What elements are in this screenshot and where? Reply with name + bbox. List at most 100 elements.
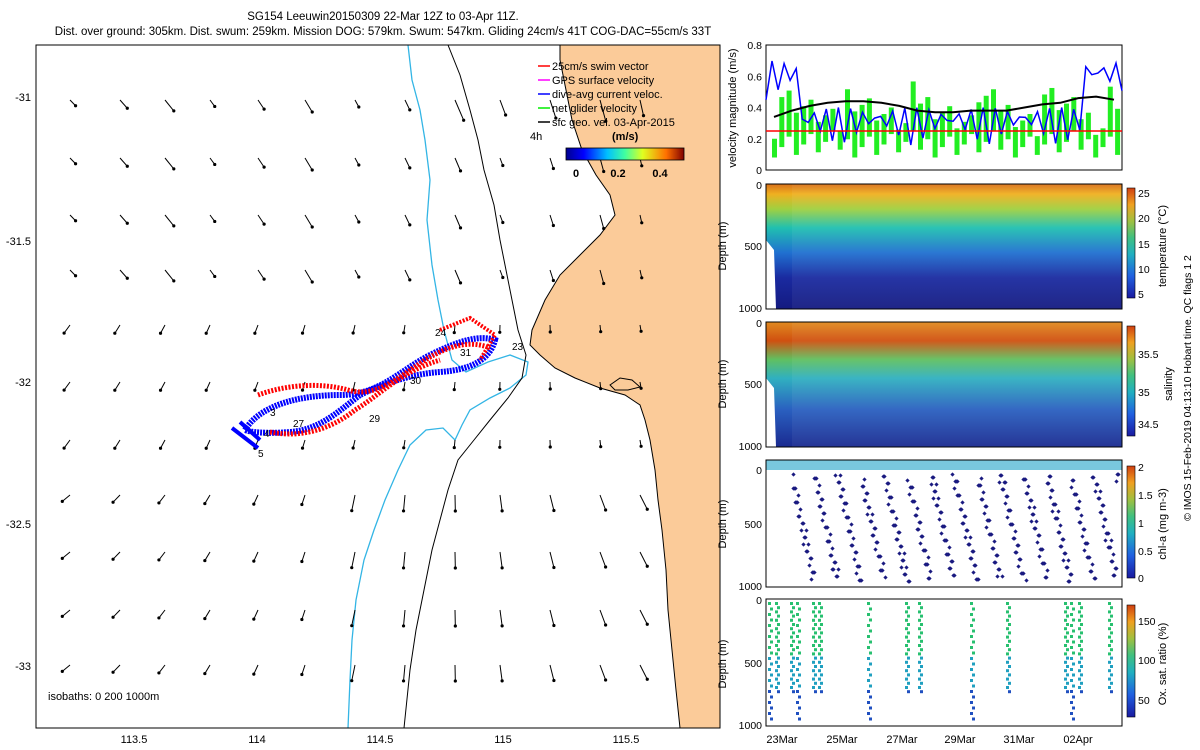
oxygen-sample — [814, 606, 817, 610]
oxygen-sample — [790, 627, 793, 631]
chlorophyll-sample — [855, 564, 860, 569]
velocity-vector-head — [402, 388, 406, 392]
oxygen-sample — [1108, 677, 1111, 681]
x-tick-113-5: 113.5 — [121, 734, 148, 746]
velocity-vector-head — [204, 331, 208, 335]
oxygen-sample — [1066, 639, 1069, 643]
map-panel: 23 24 31 30 29 27 3 4 5 113.5 114 114.5 … — [6, 44, 721, 746]
velocity-vector — [164, 157, 175, 170]
oxygen-sample — [907, 673, 910, 677]
oxygen-sample — [792, 656, 795, 660]
chlorophyll-sample — [830, 567, 835, 572]
oxygen-sample — [1070, 657, 1073, 660]
oxygen-sample — [796, 701, 799, 704]
oxygen-sample — [792, 690, 795, 694]
oxygen-sample — [777, 656, 780, 660]
velocity-vector-head — [125, 106, 129, 110]
oxygen-sample — [869, 717, 872, 721]
velocity-vector — [351, 551, 356, 568]
net-glider-bar — [845, 89, 850, 140]
velocity-vector — [158, 551, 166, 561]
oxygen-sample — [1110, 656, 1113, 660]
oxygen-sample — [1006, 627, 1009, 631]
oxygen-sample — [918, 644, 921, 647]
oxygen-sample — [920, 665, 923, 668]
chlorophyll-sample — [876, 554, 881, 559]
oxygen-tick-100: 100 — [1138, 655, 1156, 667]
oxygen-sample — [1080, 631, 1083, 635]
velocity-vector-head — [602, 226, 606, 231]
chlorophyll-sample — [1000, 487, 1005, 492]
net-glider-bar — [866, 98, 872, 137]
velocity-vector — [304, 269, 313, 283]
chlorophyll-sample — [821, 511, 826, 516]
chlorophyll-sample — [958, 507, 963, 512]
chlorophyll-sample — [810, 570, 815, 575]
oxygen-sample — [867, 624, 870, 627]
velocity-vector-head — [73, 219, 78, 223]
velocity-vector-head — [500, 566, 504, 570]
velocity-vector — [164, 99, 175, 112]
oxygen-sample — [869, 695, 872, 699]
oxygen-sample — [820, 665, 823, 668]
velocity-vector-head — [408, 166, 412, 170]
oxygen-sample — [1108, 618, 1111, 622]
oxygen-sample — [905, 644, 908, 647]
oxygen-sample — [790, 660, 793, 664]
chlorophyll-sample — [984, 525, 989, 530]
oxygen-sample — [907, 606, 910, 610]
time-tick-25mar: 25Mar — [826, 734, 858, 746]
oxygen-sample — [869, 684, 872, 688]
oxygen-sample — [820, 606, 823, 610]
chlorophyll-sample — [836, 567, 841, 572]
oxygen-sample — [798, 607, 801, 611]
oxygen-sample — [814, 614, 817, 618]
oxygen-sample — [1108, 610, 1111, 614]
oxygen-sample — [814, 648, 817, 652]
oxygen-sample — [1108, 660, 1111, 664]
salinity-colorbar-ticks: 34.5 35 35.5 — [1138, 349, 1159, 431]
velocity-vector-head — [641, 114, 646, 118]
velocity-vector — [63, 439, 71, 449]
net-glider-bar — [859, 104, 865, 148]
chlorophyll-sample — [1090, 562, 1095, 567]
velocity-vector — [403, 551, 406, 568]
oxygen-sample — [1066, 623, 1069, 626]
legend-gps-surface: GPS surface velocity — [552, 75, 655, 87]
salinity-depth-0: 0 — [756, 318, 762, 330]
net-glider-bar — [1049, 87, 1055, 135]
oxygen-sample — [1070, 701, 1073, 704]
velocity-vector-head — [602, 169, 606, 174]
time-tick-27mar: 27Mar — [886, 734, 918, 746]
oxygen-sample — [1064, 602, 1067, 605]
oxygen-sample — [798, 717, 801, 721]
velocity-vector-head — [62, 446, 66, 450]
velocity-vector-head — [401, 624, 406, 628]
oxygen-sample — [1006, 602, 1009, 605]
velocity-vector-head — [73, 274, 78, 278]
temperature-field-left — [766, 184, 792, 309]
chlorophyll-sample — [830, 546, 835, 551]
track-east-tip — [439, 315, 498, 362]
temperature-colorbar — [1126, 187, 1136, 299]
oxygen-sample — [1108, 602, 1111, 605]
chlorophyll-depth-1000: 1000 — [739, 581, 763, 593]
oxygen-sample — [768, 635, 771, 638]
velocity-vector — [204, 494, 211, 504]
oxygen-sample — [796, 635, 799, 638]
velocity-y-tick: 0.8 — [747, 40, 762, 52]
chlorophyll-sample — [868, 519, 873, 524]
chlorophyll-sample — [1032, 526, 1037, 531]
velocity-vector-head — [408, 223, 412, 227]
oxygen-sample — [777, 606, 780, 610]
velocity-vector — [164, 269, 175, 282]
chlorophyll-sample — [1098, 510, 1103, 515]
chlorophyll-sample — [919, 534, 924, 539]
oxygen-sample — [1080, 681, 1083, 685]
oxygen-sample — [1064, 627, 1067, 631]
velocity-vector-head — [60, 669, 64, 673]
velocity-vector — [301, 664, 306, 675]
velocity-vector-head — [262, 165, 266, 169]
oxygen-sample — [1070, 679, 1073, 682]
oxygen-sample — [790, 652, 793, 656]
